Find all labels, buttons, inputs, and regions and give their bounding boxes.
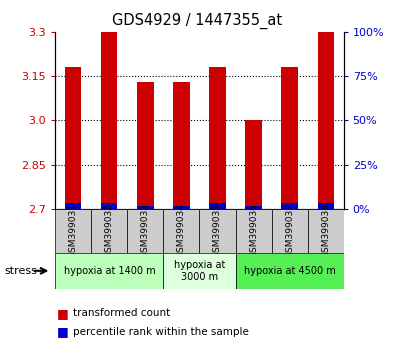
Bar [245, 120, 261, 209]
Bar [65, 203, 81, 209]
Bar [137, 206, 154, 209]
Bar [209, 67, 226, 209]
Bar [55, 209, 91, 253]
Text: GDS4929 / 1447355_at: GDS4929 / 1447355_at [113, 12, 282, 29]
Text: hypoxia at 1400 m: hypoxia at 1400 m [64, 266, 155, 276]
Bar [272, 209, 308, 253]
Bar [137, 82, 154, 209]
Text: ■: ■ [57, 325, 69, 338]
Text: GSM399036: GSM399036 [249, 204, 258, 258]
Bar [308, 209, 344, 253]
Bar [245, 206, 261, 209]
Bar [55, 253, 164, 289]
Bar [318, 32, 334, 209]
Bar [127, 209, 164, 253]
Text: GSM399038: GSM399038 [321, 204, 330, 258]
Text: GSM399037: GSM399037 [285, 204, 294, 258]
Text: GSM399034: GSM399034 [177, 204, 186, 258]
Text: GSM399032: GSM399032 [105, 204, 114, 258]
Text: ■: ■ [57, 307, 69, 320]
Bar [101, 32, 117, 209]
Bar [91, 209, 127, 253]
Bar [173, 82, 190, 209]
Bar [199, 209, 235, 253]
Bar [235, 209, 272, 253]
Text: hypoxia at
3000 m: hypoxia at 3000 m [174, 260, 225, 282]
Bar [164, 209, 199, 253]
Text: GSM399033: GSM399033 [141, 204, 150, 258]
Text: stress: stress [4, 266, 37, 276]
Bar [282, 67, 298, 209]
Bar [235, 253, 344, 289]
Text: transformed count: transformed count [73, 308, 170, 318]
Text: GSM399031: GSM399031 [69, 204, 78, 258]
Text: GSM399035: GSM399035 [213, 204, 222, 258]
Bar [209, 203, 226, 209]
Text: percentile rank within the sample: percentile rank within the sample [73, 327, 249, 337]
Bar [101, 203, 117, 209]
Bar [282, 203, 298, 209]
Bar [173, 206, 190, 209]
Bar [318, 203, 334, 209]
Bar [65, 67, 81, 209]
Text: hypoxia at 4500 m: hypoxia at 4500 m [244, 266, 335, 276]
Bar [164, 253, 235, 289]
